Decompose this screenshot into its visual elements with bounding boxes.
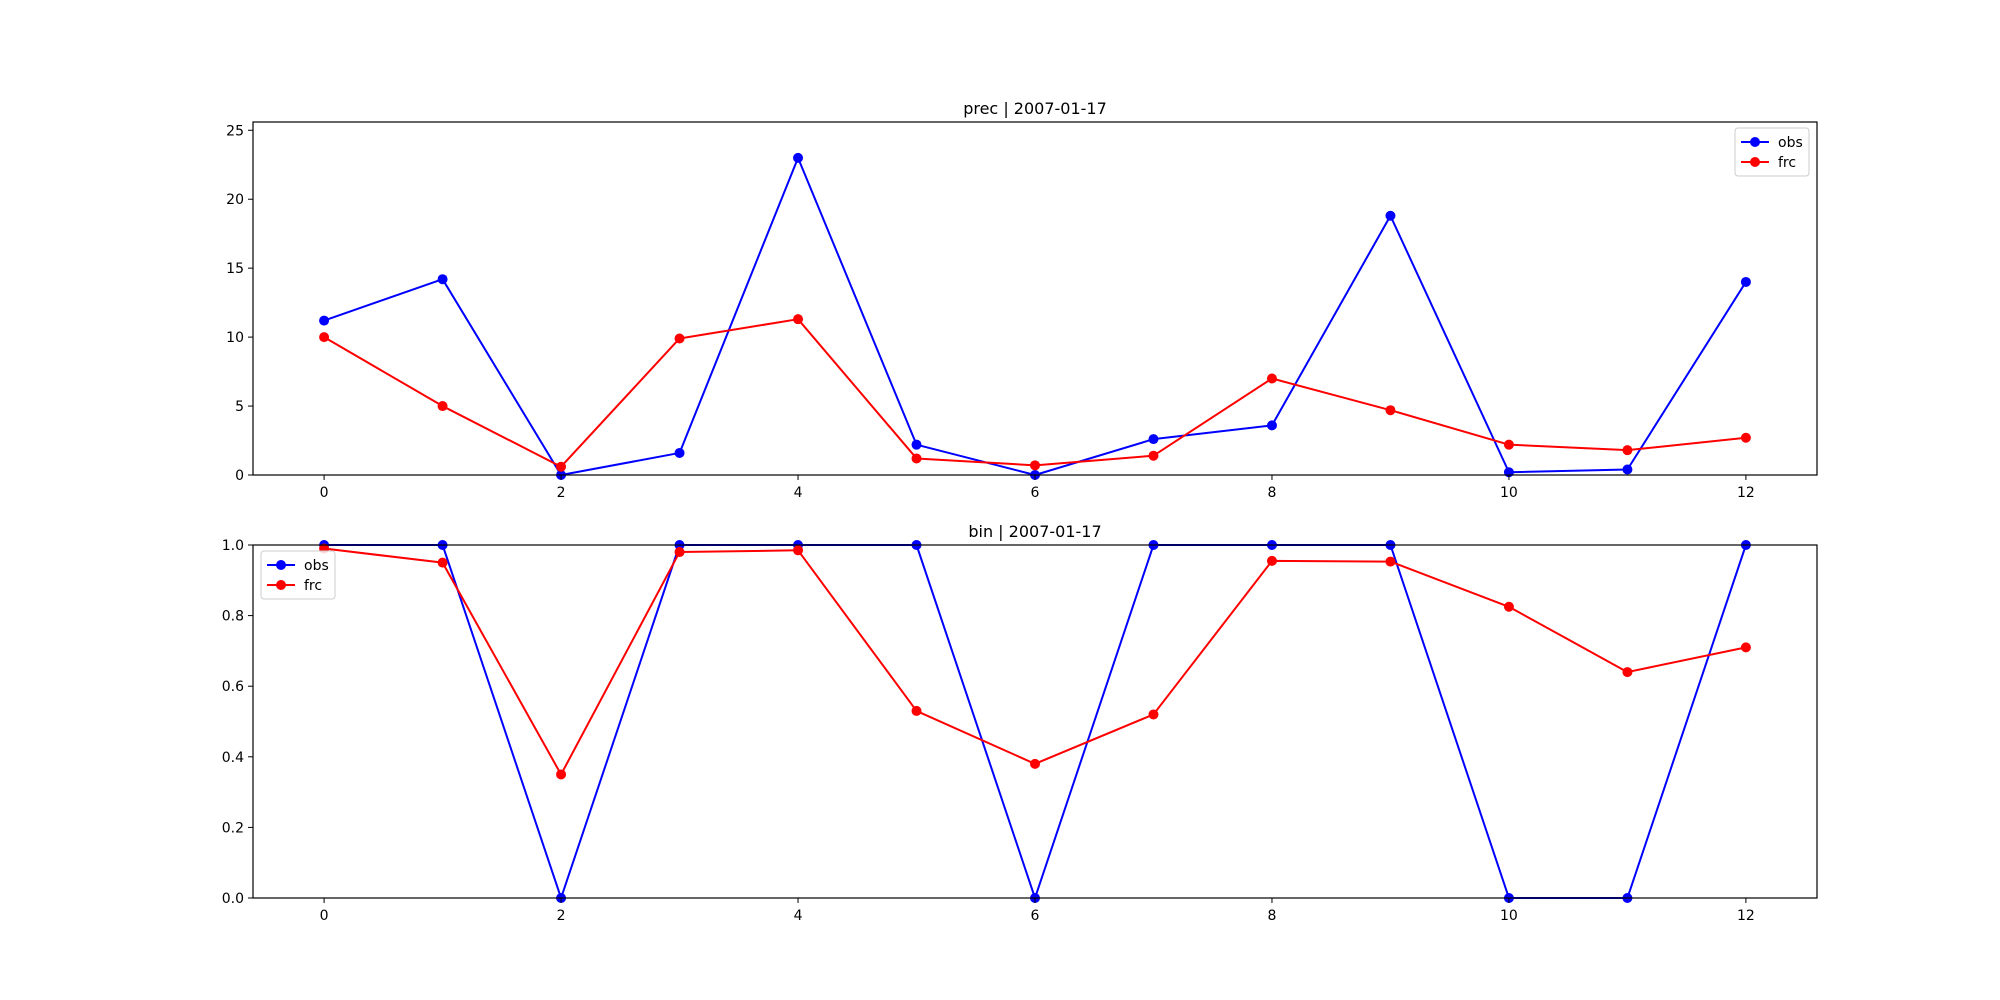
- chart-2: bin | 2007-01-17 0 2 4 6 8 10 12 0.0 0.2 0.4 0.6 0.8…: [222, 522, 1818, 924]
- data-point-frc: [793, 314, 804, 325]
- data-point-frc: [556, 769, 567, 780]
- data-point-obs: [911, 439, 922, 450]
- series-line-obs: [323, 156, 1747, 476]
- axes-frame: [252, 544, 1818, 899]
- data-point-frc: [556, 461, 567, 472]
- data-point-frc: [1503, 601, 1514, 612]
- y-tick-label: 0: [235, 468, 244, 484]
- data-point-frc: [1622, 445, 1633, 456]
- data-point-frc: [319, 332, 330, 343]
- data-point-obs: [1385, 210, 1396, 221]
- data-point-frc: [1148, 709, 1159, 720]
- y-tick-label: 0.0: [222, 891, 244, 907]
- data-point-frc: [1030, 460, 1040, 471]
- x-tick-label: 2: [557, 908, 566, 924]
- x-tick-label: 8: [1268, 485, 1277, 501]
- y-tick-label: 20: [226, 192, 244, 208]
- x-tick-label: 4: [794, 908, 803, 924]
- legend-marker-frc: [276, 580, 286, 590]
- y-tick-label: 1.0: [222, 538, 244, 554]
- y-tick-label: 25: [226, 123, 244, 139]
- data-point-frc: [1740, 432, 1751, 443]
- data-point-obs: [319, 315, 330, 326]
- data-point-frc: [1385, 405, 1396, 416]
- data-point-frc: [1030, 758, 1040, 769]
- legend-label-frc: frc: [304, 578, 322, 594]
- data-point-obs: [1622, 464, 1633, 475]
- data-point-frc: [911, 705, 922, 716]
- data-point-obs: [793, 152, 804, 163]
- data-point-obs: [1148, 434, 1159, 445]
- chart-title: prec | 2007-01-17: [963, 99, 1107, 118]
- series-line-obs: [324, 544, 1747, 899]
- series-line-frc: [323, 547, 1747, 776]
- y-tick-label: 0.2: [222, 820, 244, 836]
- data-point-obs: [1740, 276, 1751, 287]
- axes-frame: [252, 121, 1818, 476]
- x-tick-label: 10: [1500, 908, 1518, 924]
- chart-title: bin | 2007-01-17: [968, 522, 1101, 541]
- legend-label-frc: frc: [1778, 155, 1796, 171]
- data-point-frc: [911, 453, 922, 464]
- x-tick-label: 6: [1031, 485, 1040, 501]
- x-tick-label: 8: [1268, 908, 1277, 924]
- legend: obs frc: [1734, 127, 1810, 177]
- x-tick-label: 4: [794, 485, 803, 501]
- x-tick-label: 12: [1737, 485, 1755, 501]
- y-tick-label: 0.8: [222, 609, 244, 625]
- legend-marker-obs: [276, 560, 286, 570]
- data-point-frc: [674, 333, 685, 344]
- x-tick-label: 6: [1031, 908, 1040, 924]
- data-point-frc: [1740, 642, 1751, 653]
- data-point-frc: [1148, 450, 1159, 461]
- data-point-frc: [437, 401, 448, 412]
- x-tick-label: 10: [1500, 485, 1518, 501]
- y-tick-label: 5: [235, 399, 244, 415]
- legend-label-obs: obs: [1778, 135, 1803, 151]
- x-tick-label: 12: [1737, 908, 1755, 924]
- y-tick-label: 0.6: [222, 679, 244, 695]
- data-point-frc: [674, 547, 685, 558]
- x-tick-label: 0: [320, 908, 329, 924]
- data-point-frc: [1503, 439, 1514, 450]
- data-point-obs: [437, 274, 448, 285]
- data-point-frc: [1266, 555, 1277, 566]
- y-tick-label: 15: [226, 261, 244, 277]
- series-line-frc: [323, 318, 1747, 468]
- data-point-frc: [1622, 667, 1633, 678]
- data-point-frc: [1385, 556, 1396, 567]
- data-point-obs: [674, 447, 685, 458]
- legend: obs frc: [260, 550, 336, 600]
- legend-label-obs: obs: [304, 558, 329, 574]
- data-point-frc: [1266, 373, 1277, 384]
- y-tick-label: 10: [226, 330, 244, 346]
- data-point-frc: [793, 545, 804, 556]
- data-point-obs: [1266, 420, 1277, 431]
- chart-1: prec | 2007-01-17 0 2 4 6 8 10 12 0 5 10 15 20 25 obs f…: [226, 99, 1818, 501]
- legend-marker-obs: [1750, 137, 1760, 147]
- legend-marker-frc: [1750, 157, 1760, 167]
- y-tick-label: 0.4: [222, 750, 244, 766]
- data-point-frc: [437, 557, 448, 568]
- x-tick-label: 0: [320, 485, 329, 501]
- x-tick-label: 2: [557, 485, 566, 501]
